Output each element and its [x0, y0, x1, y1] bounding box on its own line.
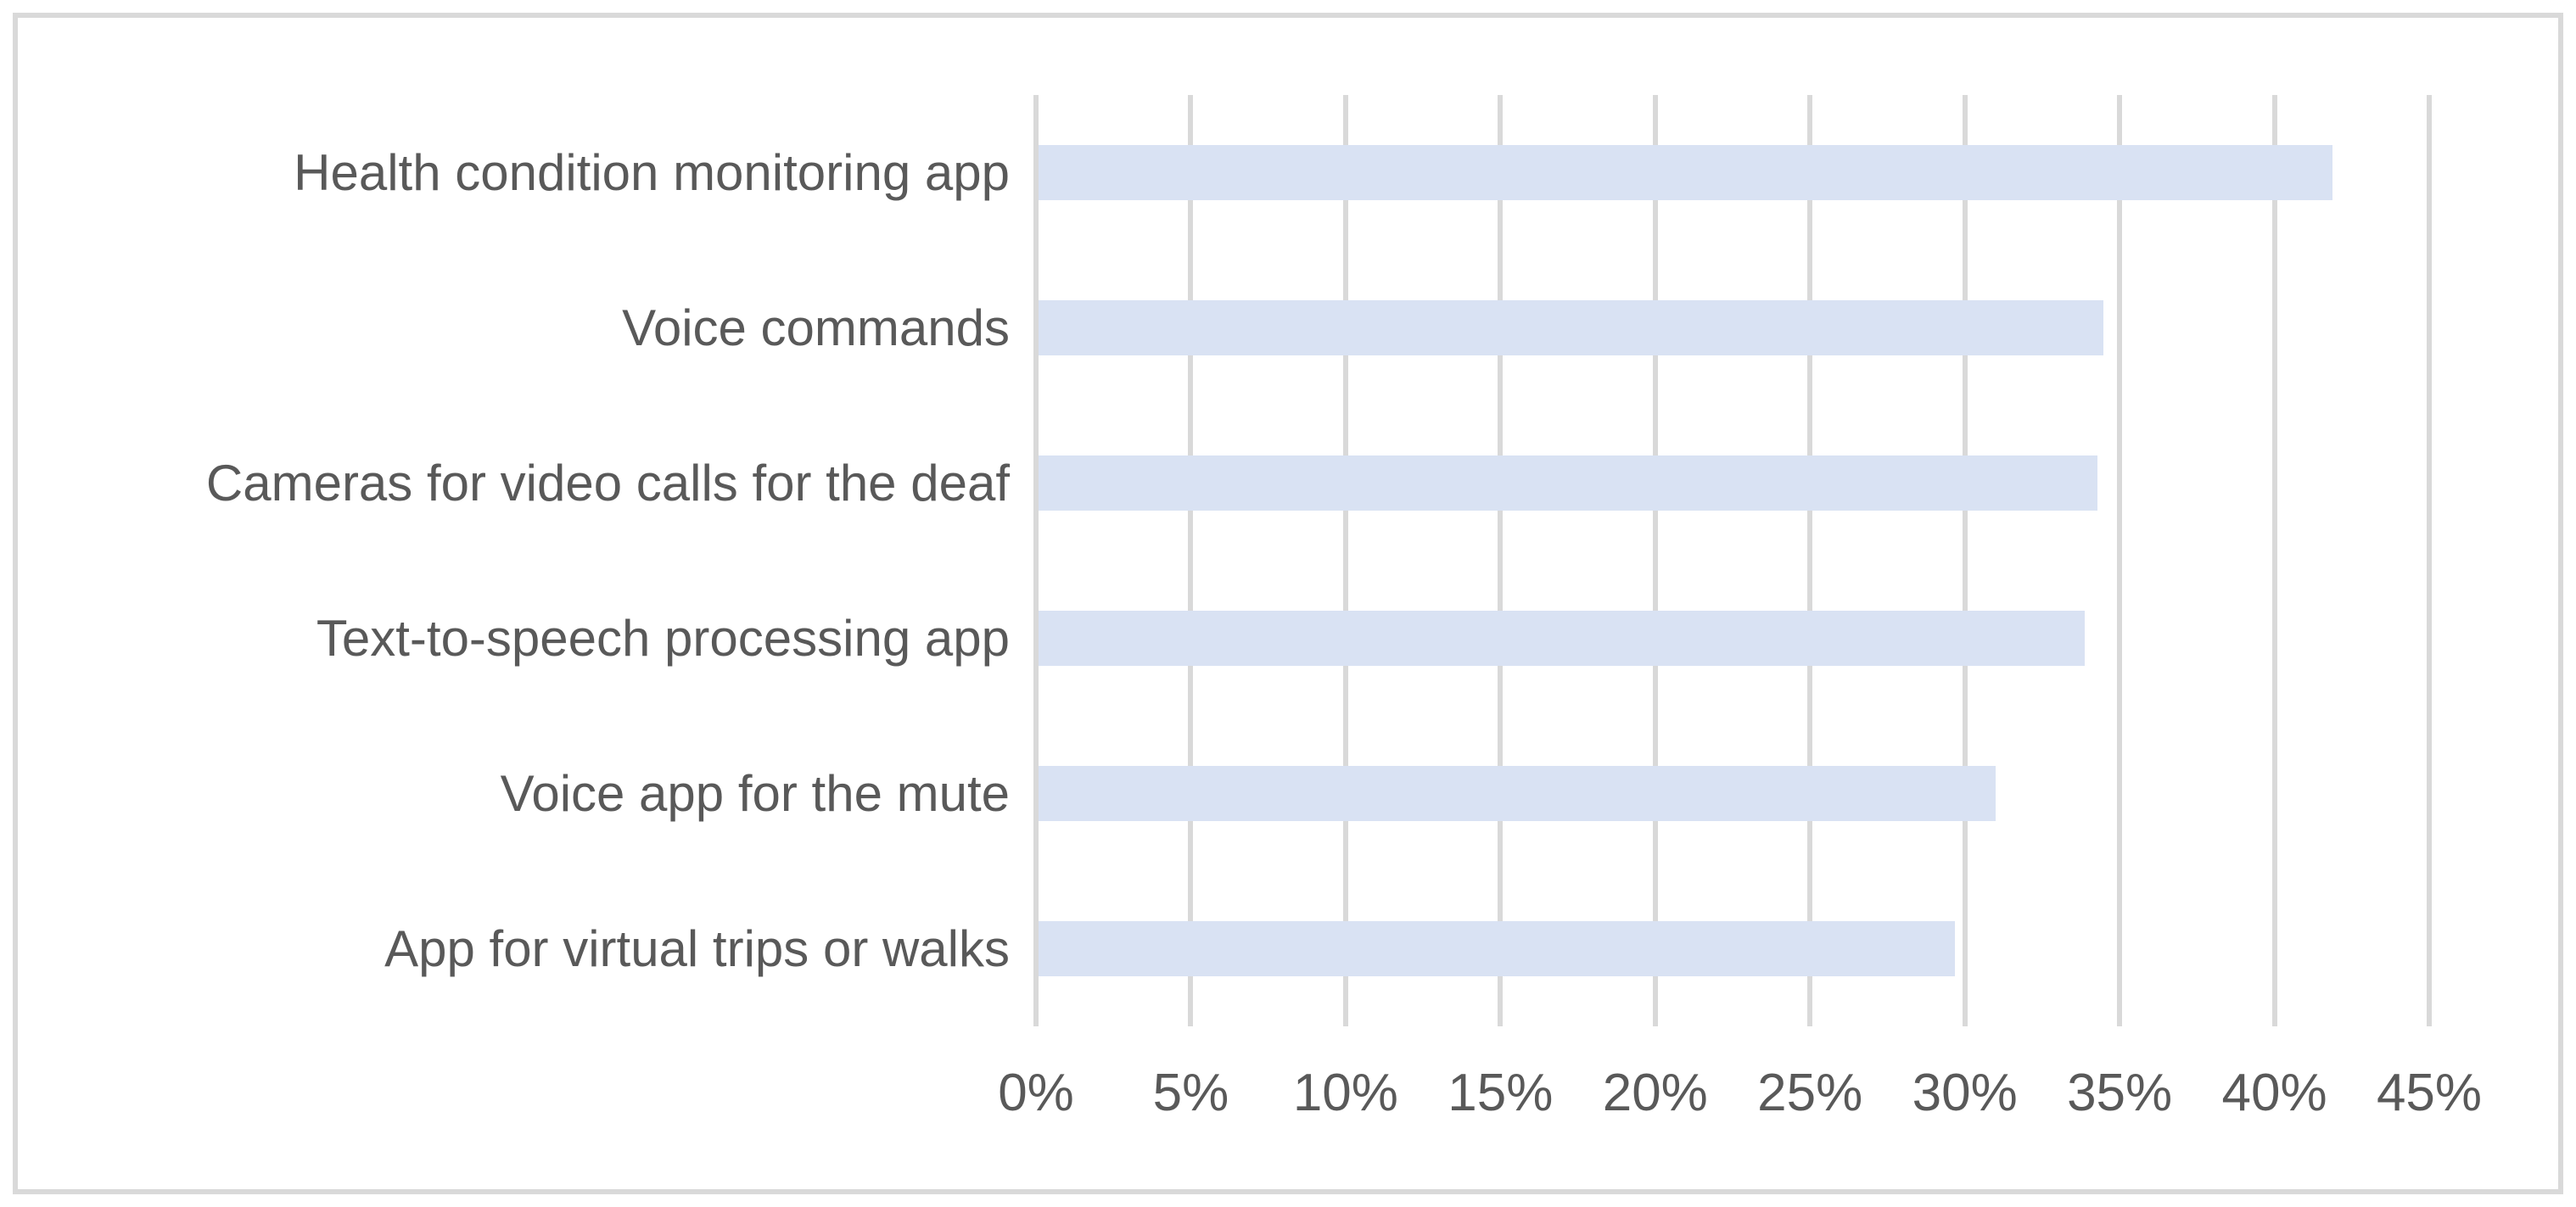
category-label: Text-to-speech processing app — [316, 610, 1010, 667]
gridline — [1498, 95, 1504, 1026]
bar — [1039, 766, 1996, 821]
category-label: App for virtual trips or walks — [384, 920, 1010, 977]
x-tick-label: 40% — [2221, 1064, 2327, 1122]
gridline — [1962, 95, 1968, 1026]
x-tick-label: 5% — [1152, 1064, 1229, 1122]
gridline — [1807, 95, 1813, 1026]
x-axis: 0% 5% 10% 15% 20% 25% 30% 35% 40% 45% — [998, 1064, 2482, 1143]
chart-border-frame — [13, 13, 2563, 1194]
category-label: Voice commands — [622, 299, 1010, 356]
bar — [1039, 611, 2086, 666]
plot-area — [1033, 95, 2432, 1026]
x-tick-label: 10% — [1292, 1064, 1398, 1122]
gridline — [1033, 95, 1039, 1026]
x-tick-label: 15% — [1448, 1064, 1554, 1122]
bar — [1039, 300, 2104, 355]
gridline — [1188, 95, 1194, 1026]
bar — [1039, 145, 2333, 200]
gridline — [2271, 95, 2277, 1026]
category-label: Voice app for the mute — [500, 765, 1010, 822]
x-tick-label: 20% — [1602, 1064, 1708, 1122]
gridline — [1652, 95, 1658, 1026]
category-axis: Health condition monitoring app Voice com… — [0, 95, 1010, 1026]
bar — [1039, 921, 1956, 976]
x-tick-label: 45% — [2376, 1064, 2483, 1122]
x-tick-label: 0% — [998, 1064, 1074, 1122]
gridline — [2117, 95, 2123, 1026]
bar — [1039, 455, 2097, 511]
x-tick-label: 25% — [1757, 1064, 1863, 1122]
x-tick-label: 35% — [2067, 1064, 2173, 1122]
x-tick-label: 30% — [1912, 1064, 2018, 1122]
category-label: Health condition monitoring app — [294, 144, 1010, 201]
category-label: Cameras for video calls for the deaf — [205, 455, 1010, 511]
gridline — [2427, 95, 2432, 1026]
gridline — [1342, 95, 1348, 1026]
